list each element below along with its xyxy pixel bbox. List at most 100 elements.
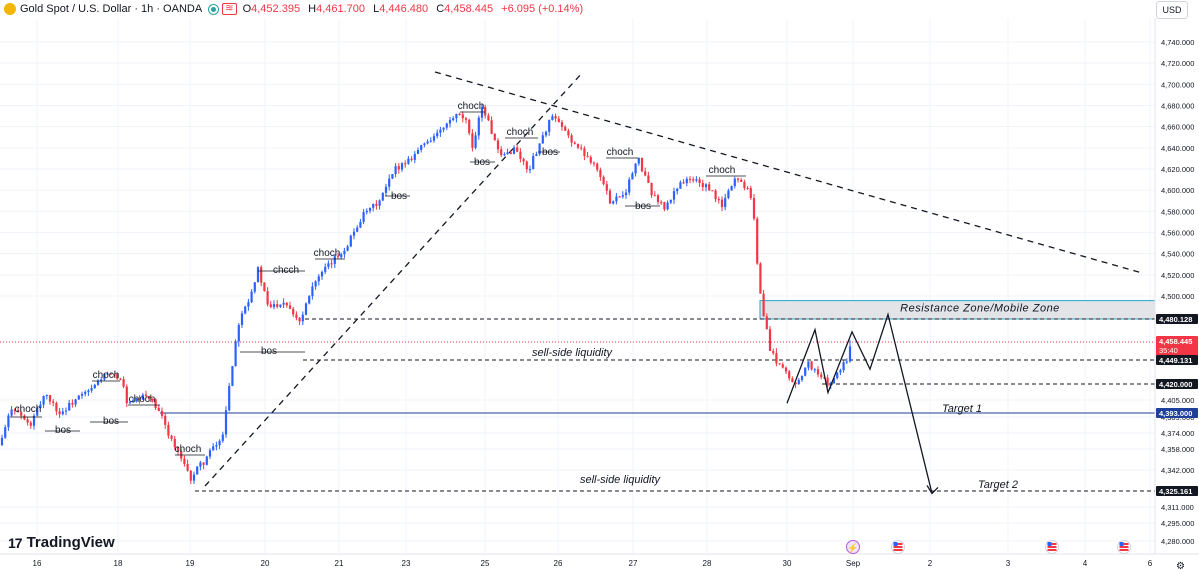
candle-body[interactable]	[839, 370, 842, 373]
candle-body[interactable]	[375, 203, 378, 206]
candle-body[interactable]	[416, 149, 420, 154]
candle-body[interactable]	[468, 119, 471, 134]
candle-body[interactable]	[672, 191, 676, 200]
candle-body[interactable]	[580, 147, 583, 149]
candle-body[interactable]	[736, 178, 740, 180]
candle-body[interactable]	[615, 196, 618, 202]
candle-body[interactable]	[634, 163, 637, 174]
candle-body[interactable]	[327, 263, 330, 267]
candle-body[interactable]	[304, 303, 308, 315]
candle-body[interactable]	[548, 119, 551, 132]
candle-body[interactable]	[682, 182, 685, 184]
candle-body[interactable]	[324, 266, 327, 272]
candle-body[interactable]	[189, 470, 192, 481]
candle-body[interactable]	[660, 202, 663, 204]
candle-body[interactable]	[388, 178, 391, 187]
candle-body[interactable]	[621, 195, 624, 197]
candle-body[interactable]	[461, 114, 464, 119]
candle-body[interactable]	[80, 393, 84, 396]
candle-body[interactable]	[292, 308, 295, 315]
candle-body[interactable]	[151, 399, 154, 401]
candle-body[interactable]	[836, 372, 839, 379]
candle-body[interactable]	[176, 447, 180, 451]
candle-body[interactable]	[378, 200, 381, 206]
candle-body[interactable]	[260, 267, 263, 283]
candle-body[interactable]	[36, 408, 39, 416]
candle-body[interactable]	[765, 316, 768, 330]
candle-body[interactable]	[125, 386, 128, 404]
candle-body[interactable]	[106, 373, 109, 375]
candle-body[interactable]	[173, 438, 176, 448]
candle-body[interactable]	[170, 435, 173, 439]
candle-body[interactable]	[148, 396, 151, 400]
candle-body[interactable]	[103, 373, 106, 380]
candle-body[interactable]	[733, 178, 736, 187]
candle-body[interactable]	[432, 136, 436, 141]
candle-body[interactable]	[240, 313, 244, 325]
candle-body[interactable]	[365, 210, 368, 213]
candle-body[interactable]	[394, 166, 397, 174]
candle-body[interactable]	[752, 198, 756, 219]
candle-body[interactable]	[183, 458, 186, 464]
candle-body[interactable]	[848, 346, 852, 362]
candle-body[interactable]	[253, 282, 256, 292]
candle-body[interactable]	[810, 361, 813, 370]
tradingview-logo[interactable]: 17 TradingView	[8, 534, 115, 551]
candle-body[interactable]	[384, 186, 388, 193]
candle-body[interactable]	[666, 202, 669, 210]
price-tag[interactable]	[1156, 379, 1198, 389]
candle-body[interactable]	[244, 306, 247, 314]
candle-body[interactable]	[272, 304, 276, 307]
candle-body[interactable]	[29, 422, 32, 426]
candle-body[interactable]	[256, 267, 260, 283]
candle-body[interactable]	[573, 142, 576, 144]
candle-body[interactable]	[503, 154, 506, 156]
candle-body[interactable]	[100, 379, 103, 381]
candle-body[interactable]	[554, 116, 557, 119]
candle-body[interactable]	[336, 256, 340, 258]
candle-body[interactable]	[298, 317, 301, 322]
candle-body[interactable]	[154, 399, 157, 408]
candle-body[interactable]	[708, 184, 711, 191]
candle-body[interactable]	[570, 135, 573, 143]
candle-body[interactable]	[205, 456, 208, 465]
candle-body[interactable]	[410, 158, 413, 160]
candle-body[interactable]	[192, 474, 196, 481]
candle-body[interactable]	[592, 162, 596, 164]
candle-body[interactable]	[720, 199, 724, 208]
candle-body[interactable]	[820, 374, 823, 378]
candle-body[interactable]	[714, 190, 717, 200]
candle-body[interactable]	[845, 361, 848, 363]
candle-body[interactable]	[26, 419, 29, 423]
candle-body[interactable]	[93, 384, 96, 389]
candle-body[interactable]	[516, 147, 519, 152]
candle-body[interactable]	[679, 182, 682, 189]
candle-body[interactable]	[522, 158, 525, 162]
candle-body[interactable]	[330, 263, 333, 265]
candle-body[interactable]	[746, 188, 749, 190]
ascending-trendline[interactable]	[204, 71, 584, 487]
candle-body[interactable]	[794, 382, 797, 385]
candle-body[interactable]	[234, 341, 237, 367]
candle-body[interactable]	[7, 415, 10, 428]
candle-body[interactable]	[301, 314, 304, 322]
candle-body[interactable]	[781, 364, 784, 368]
candle-body[interactable]	[429, 140, 432, 142]
price-tag[interactable]	[1156, 355, 1198, 365]
candle-body[interactable]	[132, 400, 135, 403]
candle-body[interactable]	[663, 202, 666, 210]
candle-body[interactable]	[282, 302, 285, 305]
candle-body[interactable]	[77, 395, 80, 400]
candle-body[interactable]	[778, 363, 781, 365]
candle-body[interactable]	[442, 127, 445, 130]
candle-body[interactable]	[560, 122, 564, 127]
candle-body[interactable]	[362, 212, 365, 222]
candle-body[interactable]	[359, 221, 362, 228]
candle-body[interactable]	[164, 415, 167, 425]
candle-body[interactable]	[196, 466, 199, 475]
candle-body[interactable]	[55, 402, 58, 412]
candle-body[interactable]	[487, 115, 490, 121]
candle-body[interactable]	[413, 153, 416, 160]
candle-body[interactable]	[42, 396, 45, 405]
